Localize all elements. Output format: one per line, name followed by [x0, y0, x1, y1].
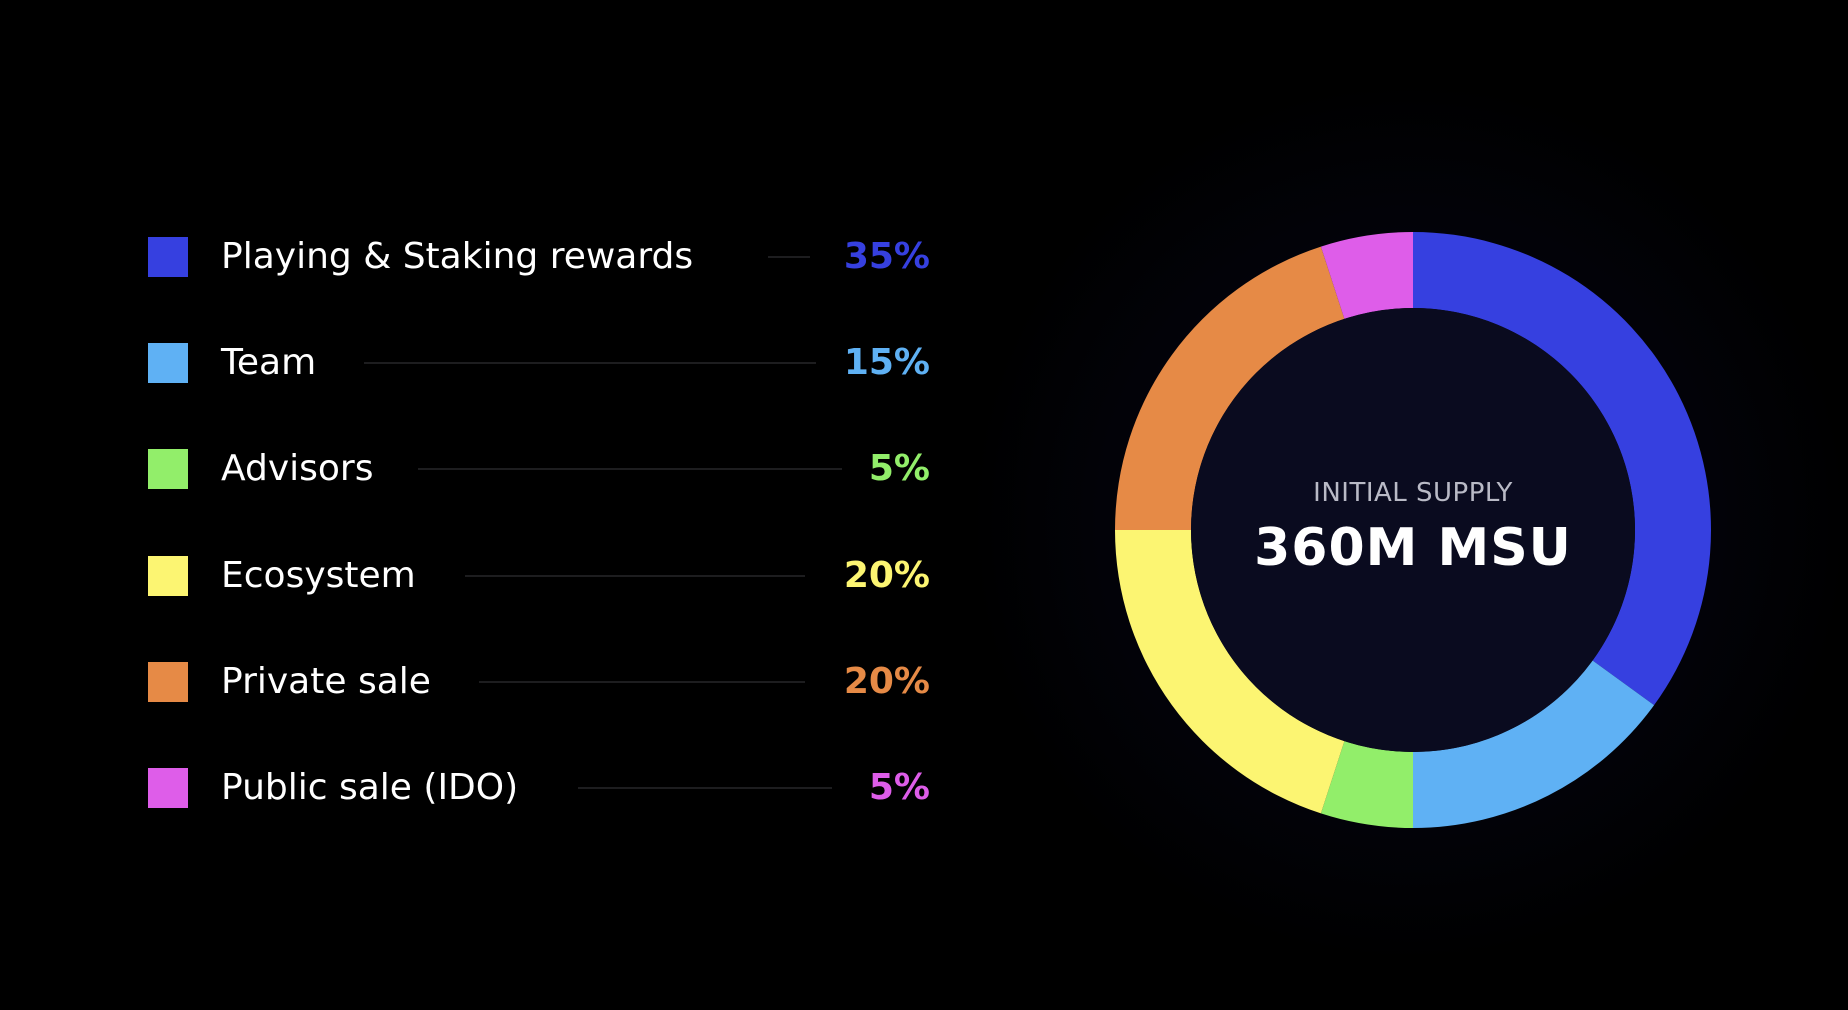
- legend-swatch: [148, 768, 188, 808]
- donut-slice-ecosystem: [1115, 530, 1345, 814]
- legend-percent: 5%: [868, 767, 930, 808]
- legend-item-advisors: Advisors 5%: [148, 437, 930, 501]
- legend-percent: 15%: [843, 342, 930, 383]
- legend-item-public-sale-ido: Public sale (IDO) 5%: [148, 756, 930, 820]
- leader-line: [768, 256, 810, 258]
- legend-label: Playing & Staking rewards: [221, 236, 694, 277]
- chart-legend: Playing & Staking rewards 35% Team 15% A…: [148, 0, 930, 1010]
- donut-center: [1191, 308, 1635, 752]
- donut-slice-public-sale-ido: [1320, 232, 1413, 319]
- legend-swatch: [148, 662, 188, 702]
- legend-label: Private sale: [221, 661, 431, 702]
- leader-line: [465, 575, 805, 577]
- legend-swatch: [148, 449, 188, 489]
- legend-swatch: [148, 237, 188, 277]
- leader-line: [479, 681, 805, 683]
- legend-item-team: Team 15%: [148, 331, 930, 395]
- donut-slice-team: [1413, 660, 1655, 828]
- leader-line: [364, 362, 816, 364]
- donut-slice-playing-staking-rewards: [1413, 232, 1711, 706]
- donut-chart-svg: [1115, 232, 1711, 828]
- legend-label: Team: [221, 342, 317, 383]
- donut-slice-private-sale: [1115, 246, 1345, 531]
- leader-line: [578, 787, 832, 789]
- leader-line: [418, 468, 842, 470]
- legend-item-playing-staking-rewards: Playing & Staking rewards 35%: [148, 225, 930, 289]
- legend-label: Ecosystem: [221, 555, 416, 596]
- legend-label: Advisors: [221, 448, 374, 489]
- legend-swatch: [148, 343, 188, 383]
- donut-slice-advisors: [1320, 741, 1413, 828]
- legend-percent: 20%: [843, 661, 930, 702]
- legend-percent: 5%: [868, 448, 930, 489]
- initial-supply-value: 360M MSU: [1254, 518, 1572, 578]
- legend-item-private-sale: Private sale 20%: [148, 650, 930, 714]
- legend-percent: 20%: [843, 555, 930, 596]
- donut-chart: [1093, 210, 1733, 850]
- legend-item-ecosystem: Ecosystem 20%: [148, 544, 930, 608]
- legend-percent: 35%: [843, 236, 930, 277]
- legend-swatch: [148, 556, 188, 596]
- initial-supply-caption: INITIAL SUPPLY: [1313, 478, 1513, 508]
- legend-label: Public sale (IDO): [221, 767, 519, 808]
